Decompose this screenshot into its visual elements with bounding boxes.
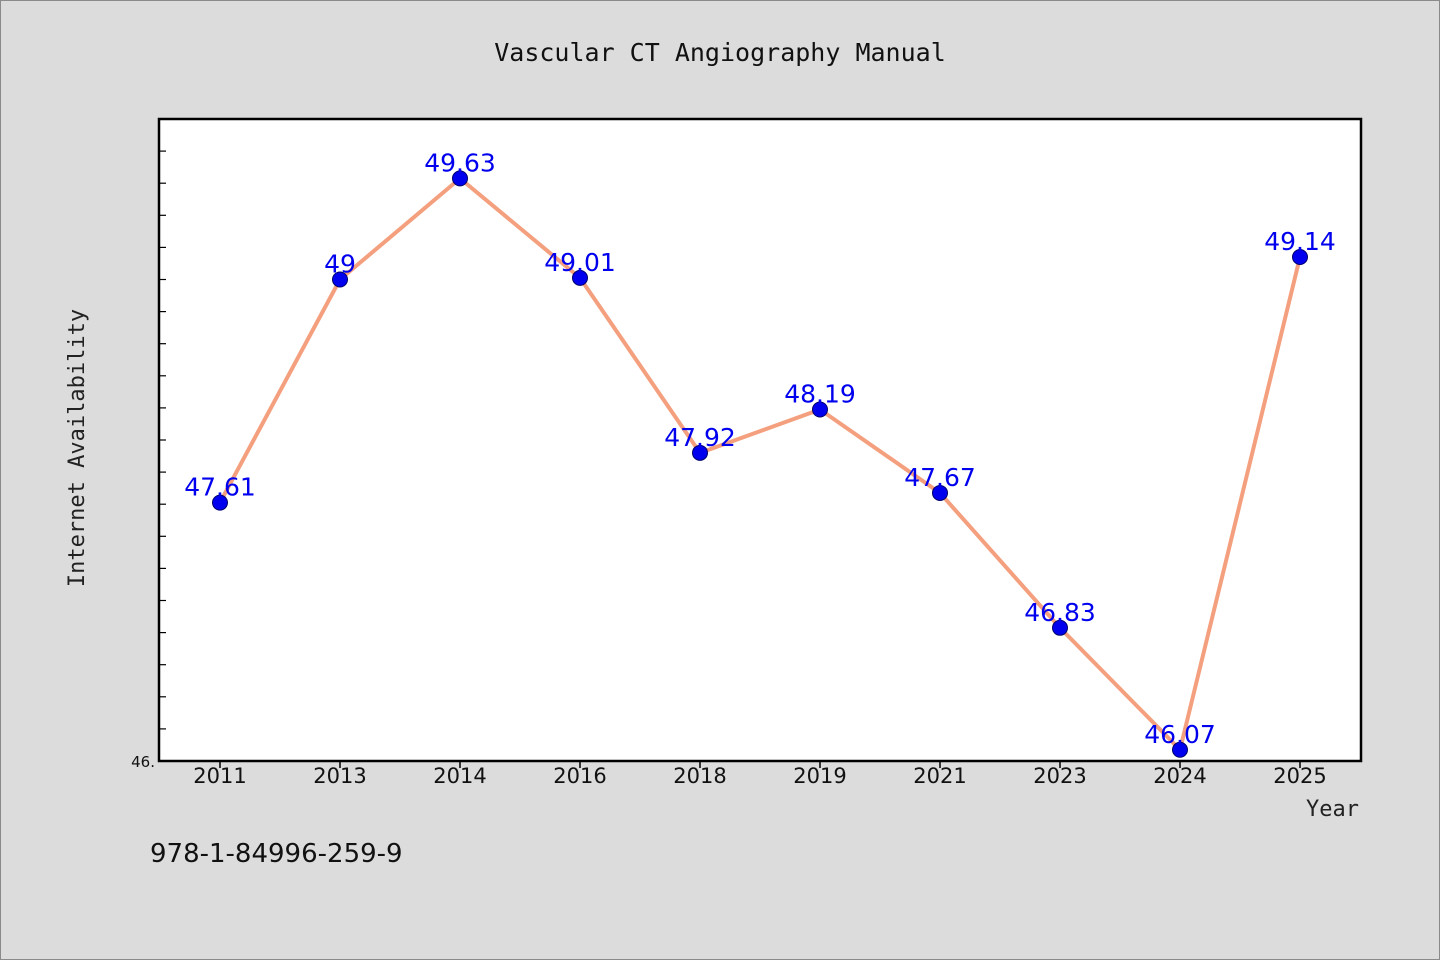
x-tick-label: 2016 xyxy=(553,764,606,788)
x-tick-label: 2025 xyxy=(1273,764,1326,788)
data-label: 46.83 xyxy=(1024,598,1096,627)
data-point xyxy=(332,271,348,288)
data-point xyxy=(692,444,708,461)
data-point xyxy=(212,494,228,511)
chart-title: Vascular CT Angiography Manual xyxy=(494,38,946,67)
data-labels: 47.61 49 49.63 49.01 47.92 48.19 47.67 46.83 46.… xyxy=(184,148,1336,748)
data-point xyxy=(1052,619,1068,636)
x-tick-label: 2023 xyxy=(1033,764,1086,788)
plot-border xyxy=(157,117,1363,763)
x-tick-label: 2018 xyxy=(673,764,726,788)
data-point xyxy=(1172,741,1188,758)
x-tick-label: 2024 xyxy=(1153,764,1206,788)
series-polyline xyxy=(218,176,1302,752)
data-label: 49.01 xyxy=(544,248,616,277)
data-label: 48.19 xyxy=(784,380,856,409)
x-tick-label: 2014 xyxy=(433,764,486,788)
data-label: 46.07 xyxy=(1144,720,1216,749)
data-label: 49 xyxy=(324,250,356,279)
y-tick-label: 46. xyxy=(131,753,155,771)
x-tick-label: 2011 xyxy=(193,764,246,788)
data-point xyxy=(572,269,588,286)
data-point xyxy=(932,484,948,501)
isbn-text: 978-1-84996-259-9 xyxy=(150,839,403,869)
data-markers xyxy=(212,170,1308,758)
y-axis-label: Internet Availability xyxy=(65,309,90,587)
data-label: 47.61 xyxy=(184,473,256,502)
data-label: 47.67 xyxy=(904,463,976,492)
x-axis-label: Year xyxy=(1306,797,1359,822)
data-label: 49.14 xyxy=(1264,227,1336,256)
plot-area xyxy=(159,119,1361,761)
x-tick-label: 2019 xyxy=(793,764,846,788)
data-point xyxy=(452,170,468,187)
series-line xyxy=(218,176,1302,752)
data-label: 49.63 xyxy=(424,148,496,177)
data-label: 47.92 xyxy=(664,423,736,452)
x-axis-ticks: 2011 2013 2014 2016 2018 2019 2021 2023 2024 2025 xyxy=(193,761,1327,788)
x-tick-label: 2021 xyxy=(913,764,966,788)
data-point xyxy=(812,401,828,418)
x-tick-label: 2013 xyxy=(313,764,366,788)
data-point xyxy=(1292,249,1308,266)
